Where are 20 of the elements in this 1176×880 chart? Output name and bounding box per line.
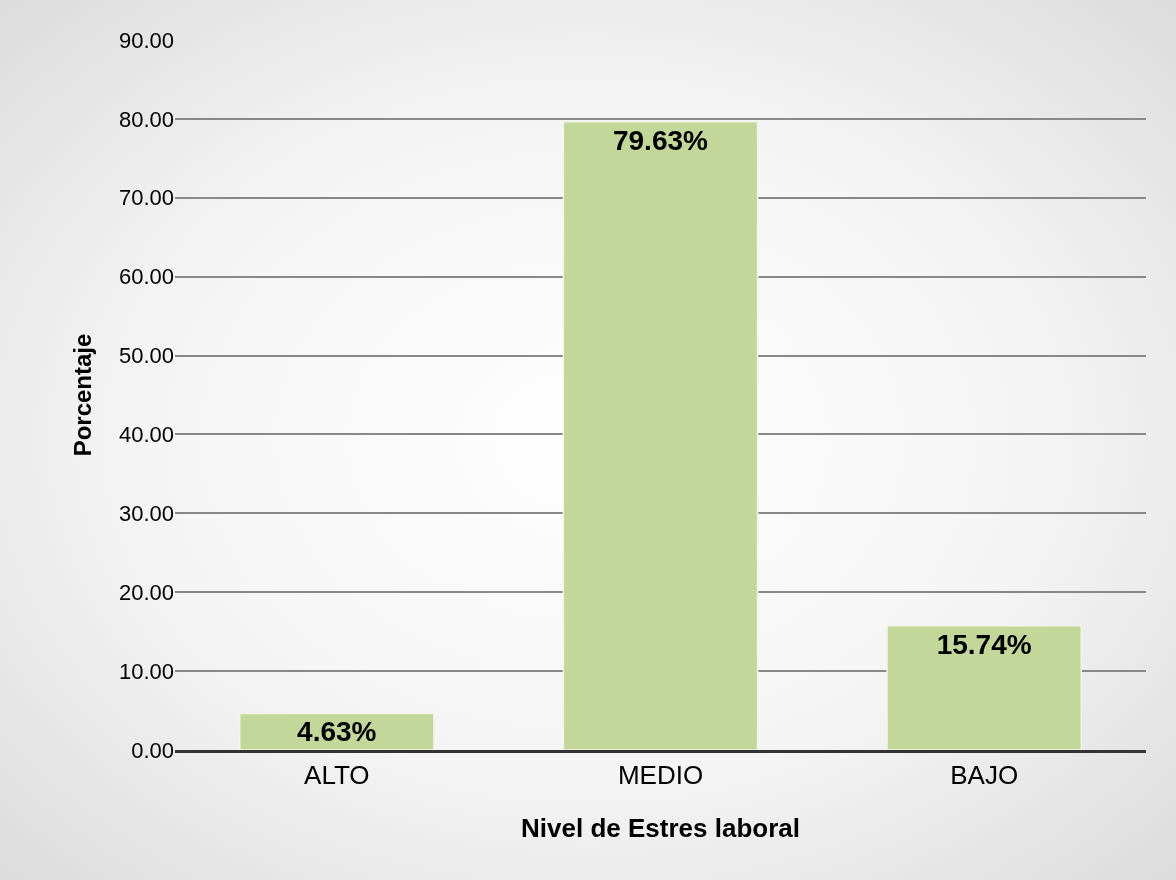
y-tick-label: 10.00: [118, 658, 174, 684]
y-tick-label: 40.00: [118, 422, 174, 448]
y-axis-title: Porcentaje: [69, 333, 97, 457]
x-axis-title: Nivel de Estres laboral: [521, 812, 800, 843]
x-tick-label: MEDIO: [617, 760, 704, 791]
x-tick-label: BAJO: [950, 760, 1019, 791]
data-label: 4.63%: [297, 716, 377, 748]
bar: [886, 625, 1083, 750]
y-tick-label: 80.00: [118, 106, 174, 132]
y-tick-label: 60.00: [118, 264, 174, 290]
y-tick-label: 90.00: [118, 27, 174, 53]
y-tick-label: 20.00: [118, 579, 174, 605]
bar: [562, 121, 759, 750]
y-tick-label: 50.00: [118, 343, 174, 369]
data-label: 79.63%: [612, 124, 709, 156]
y-tick-label: 0.00: [131, 737, 174, 763]
x-tick-label: ALTO: [304, 760, 370, 791]
y-tick-label: 70.00: [118, 185, 174, 211]
y-tick-label: 30.00: [118, 501, 174, 527]
data-label: 15.74%: [936, 628, 1032, 660]
